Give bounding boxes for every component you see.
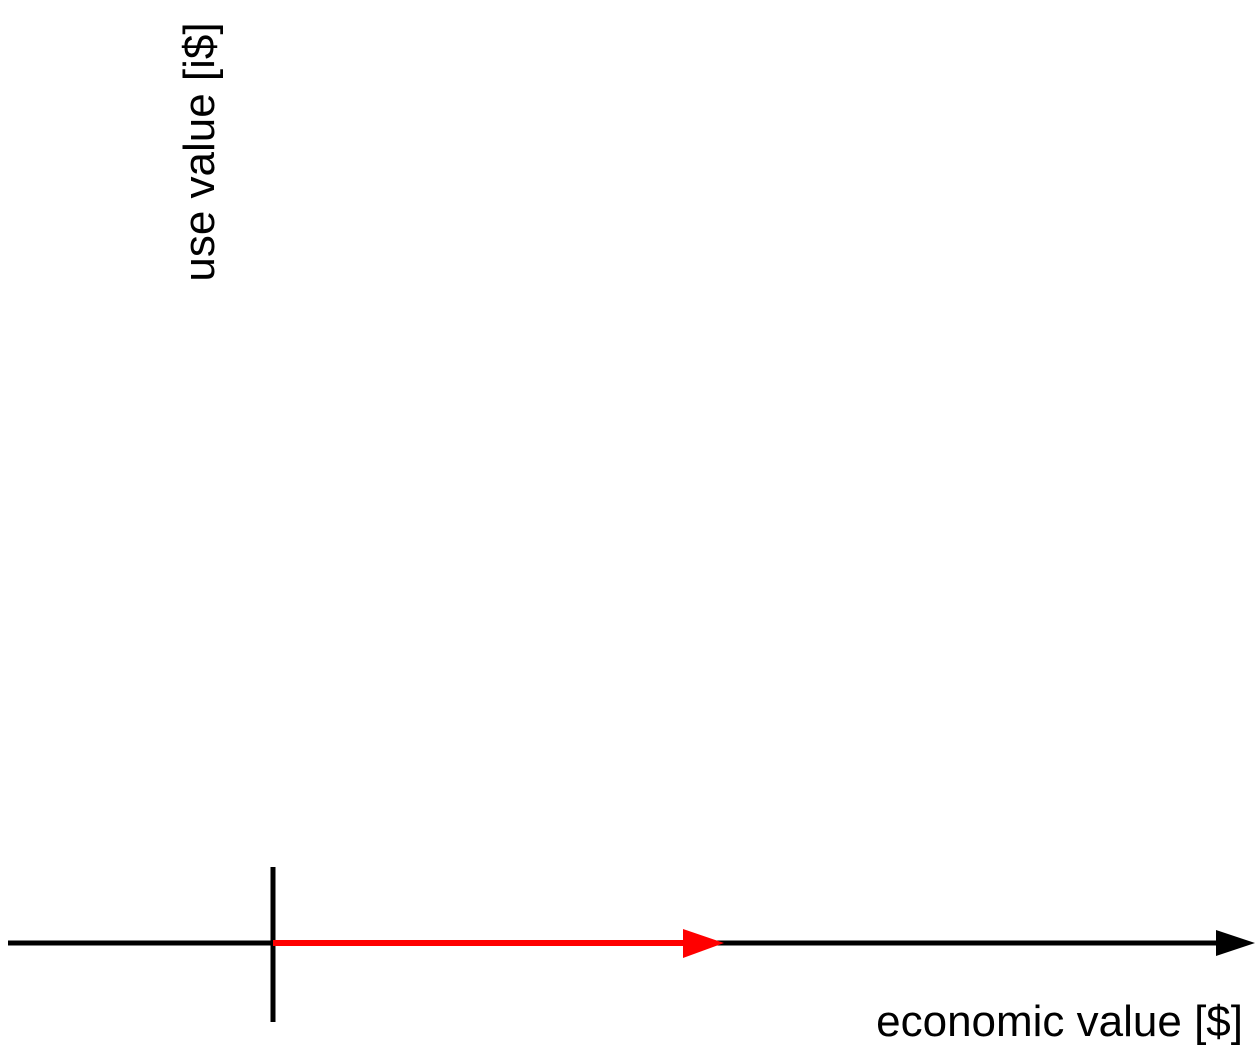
x-axis-label: economic value [$] — [876, 997, 1243, 1046]
highlight-arrowhead — [683, 929, 724, 958]
x-axis-arrowhead — [1216, 930, 1255, 956]
y-axis-label: use value [i$] — [175, 22, 224, 281]
